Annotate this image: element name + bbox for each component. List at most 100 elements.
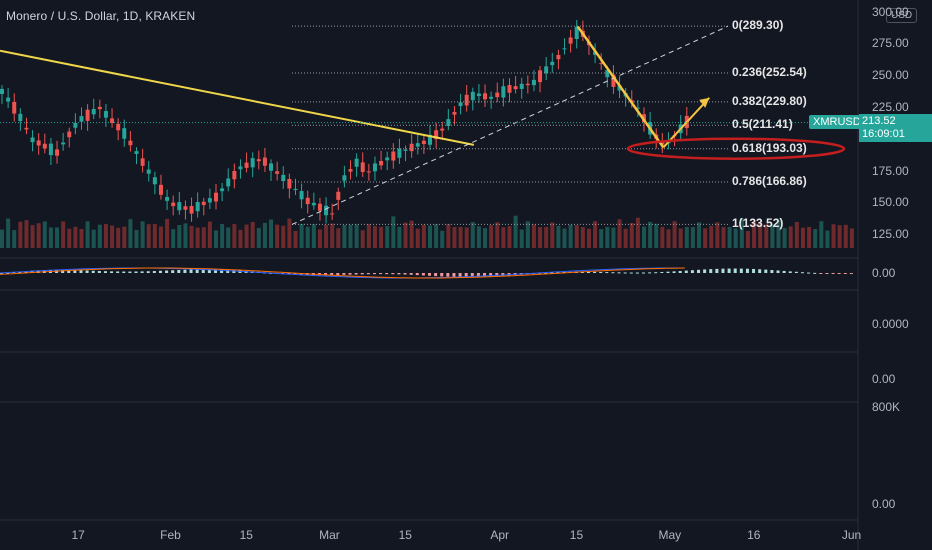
macd-histogram-bar [709,269,713,273]
last-price-tag: 213.52 16:09:01 [859,114,932,142]
macd-histogram-bar [752,268,756,273]
macd-histogram-bar [758,269,762,273]
candle-body [421,140,426,144]
time-axis-label: Apr [490,528,509,542]
volume-bar [97,224,102,248]
candle-body [513,86,518,90]
volume-bar [287,218,292,248]
macd-histogram-bar [495,273,499,277]
macd-histogram-bar [195,269,199,273]
candle-body [275,171,280,174]
volume-bar [85,221,90,248]
candle-body [256,159,261,162]
time-axis-label: 17 [71,528,85,542]
currency-button[interactable]: USD [886,8,918,23]
volume-bar [770,224,775,248]
volume-bar [269,219,274,248]
macd-histogram-bar [379,273,383,275]
signal-line [0,267,685,279]
volume-bar [79,228,84,248]
volume-bar [574,225,579,248]
macd-histogram-bar [666,271,670,273]
candle-body [470,91,475,101]
candle-body [244,162,249,168]
volume-bar [250,221,255,248]
macd-histogram-bar [764,269,768,273]
volume-bar [538,227,543,248]
macd-histogram-bar [635,272,639,274]
macd-histogram-bar [684,270,688,273]
candle-body [354,158,359,167]
macd-histogram-bar [24,271,28,273]
volume-bar [24,220,29,248]
macd-histogram-bar [434,273,438,277]
candle-body [336,191,341,200]
candle-body [79,116,84,122]
volume-bar [727,227,732,248]
macd-histogram-bar [354,273,358,275]
candle-body [501,86,506,98]
candle-body [568,37,573,44]
candle-body [434,130,439,140]
volume-bar [214,230,218,248]
candle-body [48,143,53,156]
fib-level-label: 0.382(229.80) [732,93,807,108]
volume-bar [562,228,567,248]
candle-body [391,151,396,161]
macd-histogram-bar [403,273,407,275]
volume-bar [721,227,726,248]
macd-histogram-bar [134,271,138,273]
macd-histogram-bar [348,273,352,275]
volume-bar [599,229,604,248]
macd-histogram-bar [470,273,474,278]
macd-histogram-bar [30,270,34,273]
candle-body [379,160,384,166]
macd-histogram-bar [220,269,224,273]
macd-histogram-bar [103,271,107,273]
macd-histogram-bar [715,268,719,273]
volume-bar [690,227,695,248]
candle-body [177,202,182,211]
volume-bar [825,230,830,248]
volume-bar [146,224,151,248]
volume-bar [764,224,769,248]
volume-bar [324,224,329,248]
candle-body [122,128,127,139]
volume-bar [807,226,812,248]
volume-bar [275,224,280,248]
volume-bar [519,229,524,248]
macd-histogram-bar [330,273,334,276]
sub-axis-label: 0.00 [872,266,896,280]
macd-histogram-bar [342,273,346,275]
volume-bar [629,222,634,248]
macd-histogram-bar [458,273,462,278]
candle-body [519,83,524,89]
macd-histogram-bar [201,269,205,273]
volume-bar [843,224,848,248]
volume-bar [819,221,824,248]
volume-bar [654,223,659,248]
macd-histogram-bar [189,269,193,273]
sub-axis-label: 0.0000 [872,317,909,331]
volume-bar [195,227,200,248]
volume-bar [256,227,261,248]
macd-histogram-bar [67,270,71,273]
volume-bar [232,224,237,248]
candle-body [128,140,133,146]
volume-bar [507,226,512,248]
candle-body [36,140,41,146]
sub-axis-label: 0.00 [872,497,896,511]
macd-histogram-bar [140,271,144,273]
candle-body [189,206,194,214]
macd-histogram-bar [116,271,120,273]
volume-bar [666,229,671,248]
volume-bar [122,226,127,248]
candle-body [617,85,622,91]
volume-bar [55,227,60,248]
candle-body [531,79,536,86]
candle-body [12,101,17,114]
candle-body [317,203,322,211]
candle-body [538,70,543,83]
volume-bar [483,228,488,248]
